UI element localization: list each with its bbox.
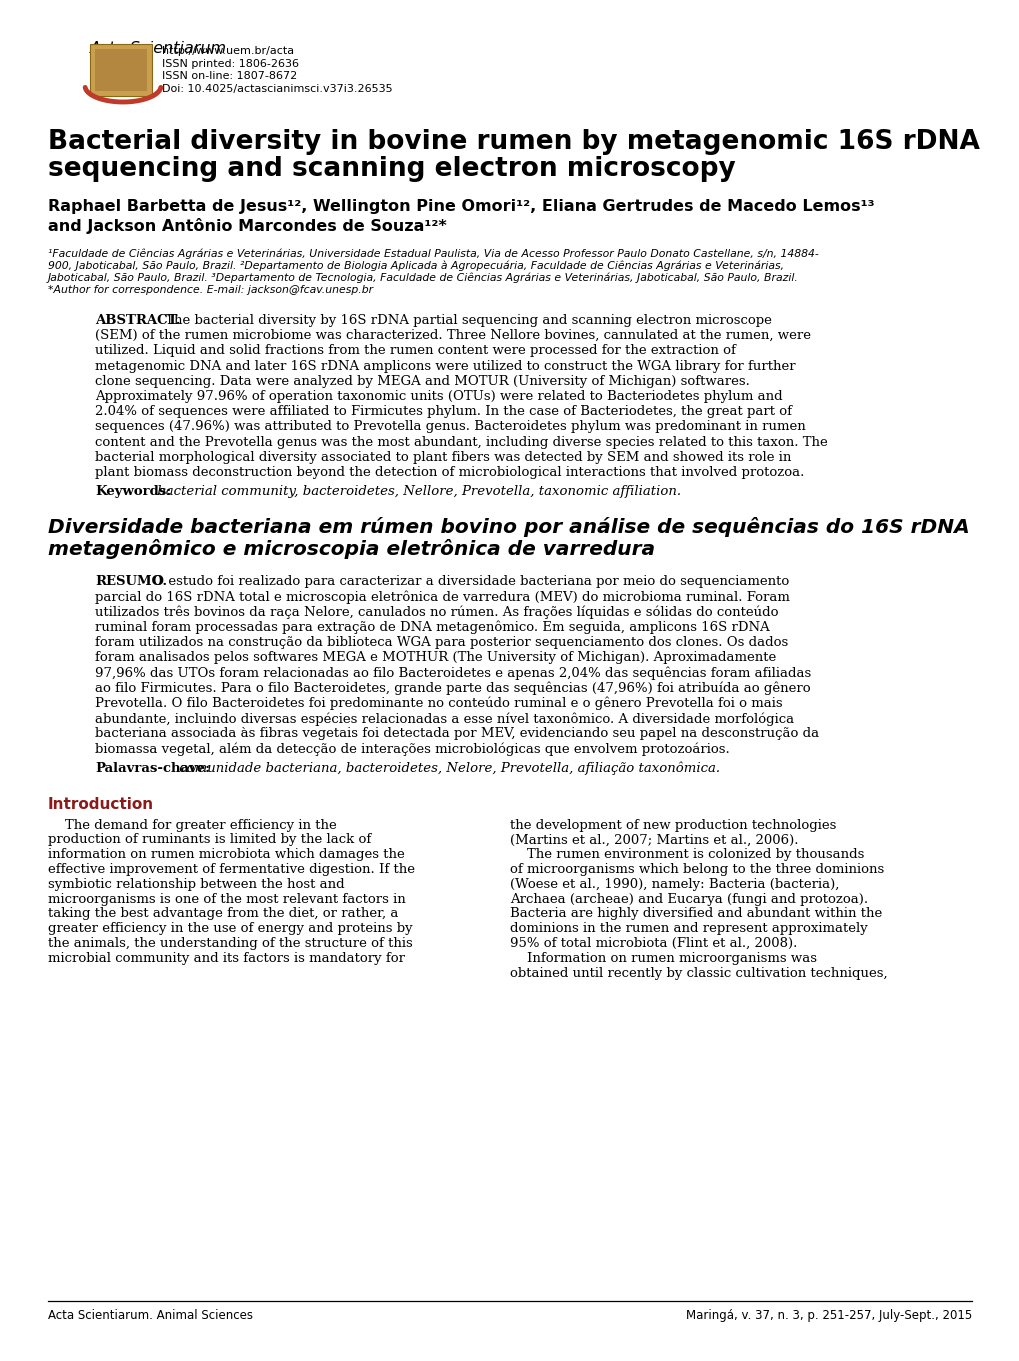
Text: 2.04% of sequences were affiliated to Firmicutes phylum. In the case of Bacterio: 2.04% of sequences were affiliated to Fi… <box>95 406 791 418</box>
Text: Raphael Barbetta de Jesus¹², Wellington Pine Omori¹², Eliana Gertrudes de Macedo: Raphael Barbetta de Jesus¹², Wellington … <box>48 199 873 214</box>
Text: ABSTRACT.: ABSTRACT. <box>95 314 180 327</box>
Text: microbial community and its factors is mandatory for: microbial community and its factors is m… <box>48 951 405 965</box>
Text: obtained until recently by classic cultivation techniques,: obtained until recently by classic culti… <box>510 966 887 980</box>
Bar <box>95 49 147 91</box>
Text: bacterial morphological diversity associated to plant fibers was detected by SEM: bacterial morphological diversity associ… <box>95 450 791 464</box>
Text: the animals, the understanding of the structure of this: the animals, the understanding of the st… <box>48 936 413 950</box>
Text: (Martins et al., 2007; Martins et al., 2006).: (Martins et al., 2007; Martins et al., 2… <box>510 833 798 847</box>
Text: 97,96% das UTOs foram relacionadas ao filo Bacteroidetes e apenas 2,04% das sequ: 97,96% das UTOs foram relacionadas ao fi… <box>95 667 810 680</box>
Text: ao filo Firmicutes. Para o filo Bacteroidetes, grande parte das sequências (47,9: ao filo Firmicutes. Para o filo Bacteroi… <box>95 682 810 695</box>
Text: The rumen environment is colonized by thousands: The rumen environment is colonized by th… <box>510 848 863 862</box>
Text: Information on rumen microorganisms was: Information on rumen microorganisms was <box>510 951 816 965</box>
Text: taking the best advantage from the diet, or rather, a: taking the best advantage from the diet,… <box>48 908 398 920</box>
Text: Jaboticabal, São Paulo, Brazil. ³Departamento de Tecnologia, Faculdade de Ciênci: Jaboticabal, São Paulo, Brazil. ³Departa… <box>48 272 798 283</box>
Text: effective improvement of fermentative digestion. If the: effective improvement of fermentative di… <box>48 863 415 876</box>
Text: *Author for correspondence. E-mail: jackson@fcav.unesp.br: *Author for correspondence. E-mail: jack… <box>48 284 373 294</box>
Text: abundante, incluindo diversas espécies relacionadas a esse nível taxonômico. A d: abundante, incluindo diversas espécies r… <box>95 712 794 725</box>
Text: bacteriana associada às fibras vegetais foi detectada por MEV, evidenciando seu : bacteriana associada às fibras vegetais … <box>95 727 818 740</box>
Text: Diversidade bacteriana em rúmen bovino por análise de sequências do 16S rDNA: Diversidade bacteriana em rúmen bovino p… <box>48 517 969 538</box>
Text: and Jackson Antônio Marcondes de Souza¹²*: and Jackson Antônio Marcondes de Souza¹²… <box>48 218 446 234</box>
Text: clone sequencing. Data were analyzed by MEGA and MOTUR (University of Michigan) : clone sequencing. Data were analyzed by … <box>95 374 749 388</box>
Text: ruminal foram processadas para extração de DNA metagenômico. Em seguida, amplico: ruminal foram processadas para extração … <box>95 621 769 634</box>
Text: sequencing and scanning electron microscopy: sequencing and scanning electron microsc… <box>48 157 735 182</box>
Text: the development of new production technologies: the development of new production techno… <box>510 818 836 832</box>
Text: Introduction: Introduction <box>48 796 154 811</box>
Text: sequences (47.96%) was attributed to Prevotella genus. Bacteroidetes phylum was : sequences (47.96%) was attributed to Pre… <box>95 421 805 433</box>
Text: parcial do 16S rDNA total e microscopia eletrônica de varredura (MEV) do microbi: parcial do 16S rDNA total e microscopia … <box>95 591 789 604</box>
Text: of microorganisms which belong to the three dominions: of microorganisms which belong to the th… <box>510 863 883 876</box>
Text: Keywords:: Keywords: <box>95 486 171 498</box>
Text: symbiotic relationship between the host and: symbiotic relationship between the host … <box>48 878 344 891</box>
Text: foram analisados pelos softwares MEGA e MOTHUR (The University of Michigan). Apr: foram analisados pelos softwares MEGA e … <box>95 651 775 664</box>
Text: Doi: 10.4025/actascianimsci.v37i3.26535: Doi: 10.4025/actascianimsci.v37i3.26535 <box>162 83 392 94</box>
Text: Bacteria are highly diversified and abundant within the: Bacteria are highly diversified and abun… <box>510 908 881 920</box>
Text: Prevotella. O filo Bacteroidetes foi predominante no conteúdo ruminal e o gênero: Prevotella. O filo Bacteroidetes foi pre… <box>95 697 782 710</box>
Text: 900, Jaboticabal, São Paulo, Brazil. ²Departamento de Biologia Aplicada à Agrope: 900, Jaboticabal, São Paulo, Brazil. ²De… <box>48 260 784 271</box>
Text: content and the Prevotella genus was the most abundant, including diverse specie: content and the Prevotella genus was the… <box>95 436 827 449</box>
Text: (Woese et al., 1990), namely: Bacteria (bacteria),: (Woese et al., 1990), namely: Bacteria (… <box>510 878 839 891</box>
Text: production of ruminants is limited by the lack of: production of ruminants is limited by th… <box>48 833 371 847</box>
Text: metagenômico e microscopia eletrônica de varredura: metagenômico e microscopia eletrônica de… <box>48 539 654 559</box>
Text: metagenomic DNA and later 16S rDNA amplicons were utilized to construct the WGA : metagenomic DNA and later 16S rDNA ampli… <box>95 359 795 373</box>
Text: microorganisms is one of the most relevant factors in: microorganisms is one of the most releva… <box>48 893 406 905</box>
Text: plant biomass deconstruction beyond the detection of microbiological interaction: plant biomass deconstruction beyond the … <box>95 465 804 479</box>
Text: Acta Scientiarum: Acta Scientiarum <box>90 41 227 56</box>
Text: O estudo foi realizado para caracterizar a diversidade bacteriana por meio do se: O estudo foi realizado para caracterizar… <box>149 576 789 588</box>
Text: 95% of total microbiota (Flint et al., 2008).: 95% of total microbiota (Flint et al., 2… <box>510 936 797 950</box>
Text: Acta Scientiarum. Animal Sciences: Acta Scientiarum. Animal Sciences <box>48 1309 253 1322</box>
Text: utilizados três bovinos da raça Nelore, canulados no rúmen. As frações líquidas : utilizados três bovinos da raça Nelore, … <box>95 606 777 619</box>
Text: biomassa vegetal, além da detecção de interações microbiológicas que envolvem pr: biomassa vegetal, além da detecção de in… <box>95 742 729 755</box>
Bar <box>90 44 152 97</box>
Text: utilized. Liquid and solid fractions from the rumen content were processed for t: utilized. Liquid and solid fractions fro… <box>95 344 735 358</box>
Text: foram utilizados na construção da biblioteca WGA para posterior sequenciamento d: foram utilizados na construção da biblio… <box>95 636 788 649</box>
Text: Maringá, v. 37, n. 3, p. 251-257, July-Sept., 2015: Maringá, v. 37, n. 3, p. 251-257, July-S… <box>685 1309 971 1322</box>
Text: greater efficiency in the use of energy and proteins by: greater efficiency in the use of energy … <box>48 923 413 935</box>
Text: dominions in the rumen and represent approximately: dominions in the rumen and represent app… <box>510 923 867 935</box>
Text: The bacterial diversity by 16S rDNA partial sequencing and scanning electron mic: The bacterial diversity by 16S rDNA part… <box>161 314 771 327</box>
Text: Palavras-chave:: Palavras-chave: <box>95 762 210 774</box>
Text: comunidade bacteriana, bacteroidetes, Nelore, Prevotella, afiliação taxonômica.: comunidade bacteriana, bacteroidetes, Ne… <box>175 762 719 776</box>
Text: ISSN printed: 1806-2636: ISSN printed: 1806-2636 <box>162 59 299 68</box>
Text: bacterial community, bacteroidetes, Nellore, Prevotella, taxonomic affiliation.: bacterial community, bacteroidetes, Nell… <box>153 486 681 498</box>
Text: The demand for greater efficiency in the: The demand for greater efficiency in the <box>48 818 336 832</box>
Text: ¹Faculdade de Ciências Agrárias e Veterinárias, Universidade Estadual Paulista, : ¹Faculdade de Ciências Agrárias e Veteri… <box>48 248 818 259</box>
Text: (SEM) of the rumen microbiome was characterized. Three Nellore bovines, cannulat: (SEM) of the rumen microbiome was charac… <box>95 329 810 342</box>
Text: RESUMO.: RESUMO. <box>95 576 167 588</box>
Text: Archaea (archeae) and Eucarya (fungi and protozoa).: Archaea (archeae) and Eucarya (fungi and… <box>510 893 867 905</box>
Text: Approximately 97.96% of operation taxonomic units (OTUs) were related to Bacteri: Approximately 97.96% of operation taxono… <box>95 391 782 403</box>
Text: http://www.uem.br/acta: http://www.uem.br/acta <box>162 46 293 56</box>
Text: Bacterial diversity in bovine rumen by metagenomic 16S rDNA: Bacterial diversity in bovine rumen by m… <box>48 129 979 155</box>
Text: information on rumen microbiota which damages the: information on rumen microbiota which da… <box>48 848 405 862</box>
Text: ISSN on-line: 1807-8672: ISSN on-line: 1807-8672 <box>162 71 297 82</box>
